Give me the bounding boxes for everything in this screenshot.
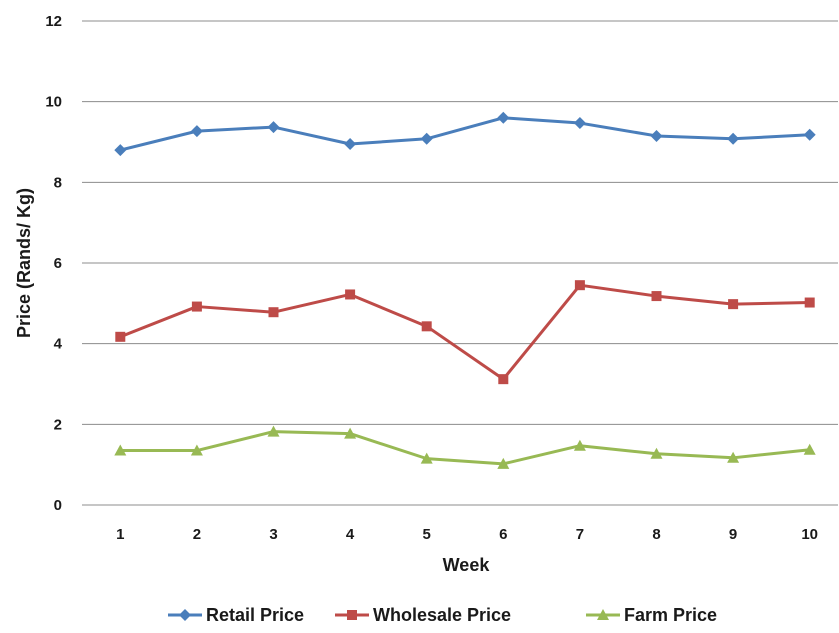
retail-price-point [727, 132, 740, 145]
x-tick-label: 5 [423, 526, 431, 543]
legend-item-farm-price: Farm Price [586, 605, 717, 625]
farm-price-point [573, 439, 586, 451]
farm-price-point [267, 425, 280, 437]
farm-price-point [727, 451, 740, 463]
wholesale-price-point [115, 331, 126, 342]
y-tick-label: 4 [54, 336, 63, 353]
x-tick-label: 9 [729, 526, 737, 543]
legend-swatch-marker [179, 609, 191, 621]
wholesale-price-point [498, 374, 509, 385]
legend-label: Farm Price [624, 605, 717, 625]
y-axis-ticks: 0 2 4 6 8 10 12 [45, 13, 62, 514]
legend-swatch-marker [347, 610, 357, 620]
retail-price-point [803, 128, 816, 141]
wholesale-price-point [191, 301, 202, 312]
legend-item-retail-price: Retail Price [168, 605, 304, 625]
farm-price-point [190, 444, 203, 456]
y-tick-label: 6 [54, 255, 62, 272]
x-tick-label: 8 [652, 526, 660, 543]
y-tick-label: 12 [45, 13, 62, 30]
wholesale-price-point [345, 289, 356, 300]
retail-price-point [497, 111, 510, 124]
y-axis-title: Price (Rands/ Kg) [14, 188, 34, 338]
wholesale-price-point [728, 299, 739, 310]
farm-price-point [497, 457, 510, 469]
wholesale-price-point [804, 297, 815, 308]
x-tick-label: 1 [116, 526, 124, 543]
retail-price-series [114, 111, 816, 157]
x-tick-label: 2 [193, 526, 201, 543]
x-tick-label: 7 [576, 526, 584, 543]
retail-price-point [267, 121, 280, 134]
x-tick-label: 3 [269, 526, 277, 543]
farm-price-point [420, 452, 433, 464]
wholesale-price-point [574, 280, 585, 291]
x-tick-label: 6 [499, 526, 507, 543]
legend-label: Wholesale Price [373, 605, 511, 625]
farm-price-point [114, 444, 127, 456]
farm-price-point [803, 443, 816, 455]
y-tick-label: 0 [54, 497, 62, 514]
retail-price-point [573, 117, 586, 130]
retail-price-point [190, 125, 203, 138]
legend: Retail Price Wholesale Price Farm Price [168, 605, 717, 625]
y-tick-label: 8 [54, 174, 62, 191]
farm-price-line [120, 430, 810, 466]
wholesale-price-series [115, 280, 815, 385]
x-tick-label: 10 [801, 526, 818, 543]
y-tick-label: 2 [54, 416, 62, 433]
legend-label: Retail Price [206, 605, 304, 625]
y-tick-label: 10 [45, 94, 62, 111]
wholesale-price-point [268, 307, 279, 318]
retail-price-point [650, 129, 663, 142]
wholesale-price-line [119, 283, 810, 381]
legend-swatch-marker [597, 609, 609, 620]
legend-item-wholesale-price: Wholesale Price [335, 605, 511, 625]
series-group [114, 111, 816, 469]
farm-price-point [650, 447, 663, 459]
farm-price-point [344, 427, 357, 439]
retail-price-point [420, 132, 433, 145]
retail-price-point [344, 138, 357, 151]
retail-price-line [119, 116, 810, 152]
x-axis-ticks: 1 2 3 4 5 6 7 8 9 10 [116, 526, 818, 543]
farm-price-series [114, 425, 816, 469]
wholesale-price-point [421, 321, 432, 332]
retail-price-point [114, 144, 127, 157]
x-tick-label: 4 [346, 526, 355, 543]
gridlines [82, 20, 838, 506]
wholesale-price-point [651, 291, 662, 302]
x-axis-title: Week [443, 555, 491, 575]
